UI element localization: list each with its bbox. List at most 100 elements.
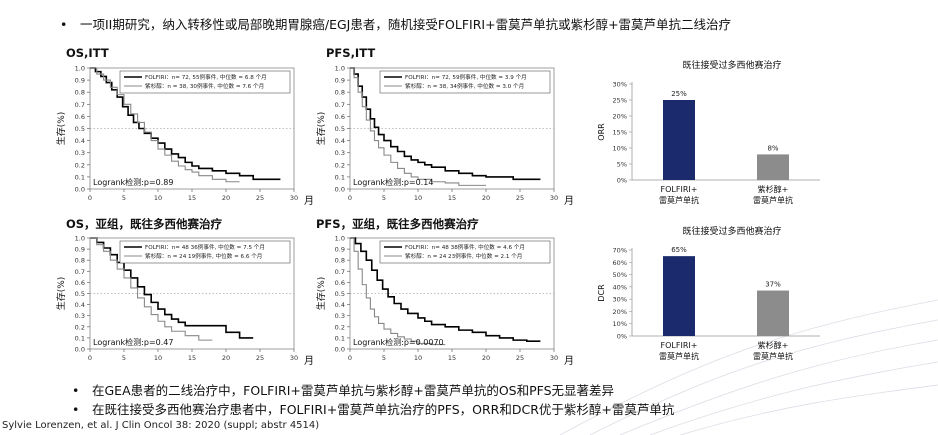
y-tick-label: 0.6 xyxy=(75,279,85,287)
y-tick-label: 0.3 xyxy=(75,149,85,157)
y-tick-label: 0.4 xyxy=(335,137,345,145)
x-tick-label: 10 xyxy=(414,354,422,362)
x-tick-label: 0 xyxy=(88,354,92,362)
km-series-line xyxy=(90,237,213,341)
km-series-line xyxy=(90,67,240,183)
x-axis-label: 月 xyxy=(304,195,314,207)
bar xyxy=(663,256,695,336)
y-tick-label: 0.3 xyxy=(335,312,345,320)
y-tick-label: 0.0 xyxy=(75,346,85,354)
chart-title-os-itt: OS,ITT xyxy=(66,46,109,60)
km-chart-pfs-subgroup: 0.0 0.1 0.2 0.3 0.4 0.5 0.6 0.7 0.8 0.9 1.0 0 5 10 15 2… xyxy=(315,235,574,368)
x-tick-label: 25 xyxy=(256,354,264,362)
x-tick-label: 25 xyxy=(256,194,264,202)
bar xyxy=(757,290,789,336)
y-tick-label: 0.1 xyxy=(75,173,85,181)
legend-entry: FOLFIRI：n= 48 36例事件, 中位数 = 7.5 个月 xyxy=(145,243,265,251)
bullet-2: • 在GEA患者的二线治疗中，FOLFIRI+雷莫芦单抗与紫杉醇+雷莫芦单抗的OS… xyxy=(72,380,614,399)
bar-chart-title: 既往接受过多西他赛治疗 xyxy=(682,59,781,71)
y-tick-label: 0.4 xyxy=(75,137,85,145)
x-tick-label: 10 xyxy=(154,194,162,202)
y-tick-label: 0.7 xyxy=(75,101,85,109)
km-chart-pfs-itt: 0.0 0.1 0.2 0.3 0.4 0.5 0.6 0.7 0.8 0.9 1.0 0 5 10 15 2… xyxy=(315,65,574,208)
x-tick-label: 25 xyxy=(516,194,524,202)
x-tick-label: 10 xyxy=(414,194,422,202)
logrank-annotation: Logrank检测:p=0.0070 xyxy=(353,337,444,347)
y-tick-label: 5% xyxy=(617,161,627,169)
y-tick-label: 0.0 xyxy=(335,346,345,354)
bar-chart-title: 既往接受过多西他赛治疗 xyxy=(682,225,781,237)
y-tick-label: 0.7 xyxy=(75,268,85,276)
y-tick-label: 0% xyxy=(617,177,627,185)
km-series-line xyxy=(350,67,541,181)
x-tick-label: 5 xyxy=(382,194,386,202)
legend-entry: 紫杉醇：n = 38, 34例事件, 中位数 = 3.0 个月 xyxy=(405,82,524,90)
y-tick-label: 0.9 xyxy=(75,246,85,254)
x-axis-label: 月 xyxy=(564,195,574,207)
legend-box xyxy=(379,70,551,94)
y-tick-label: 0.7 xyxy=(335,268,345,276)
x-tick-label: 30 xyxy=(550,194,558,202)
bullet-text: 在GEA患者的二线治疗中，FOLFIRI+雷莫芦单抗与紫杉醇+雷莫芦单抗的OS和… xyxy=(92,383,615,398)
bullet-text: 一项II期研究，纳入转移性或局部晚期胃腺癌/EGJ患者，随机接受FOLFIRI+… xyxy=(80,17,732,32)
x-tick-label: 15 xyxy=(188,194,196,202)
y-tick-label: 0.8 xyxy=(75,257,85,265)
citation: Sylvie Lorenzen, et al. J Clin Oncol 38:… xyxy=(2,420,320,431)
y-tick-label: 1.0 xyxy=(75,235,85,243)
legend-box xyxy=(119,240,291,264)
legend-entry: 紫杉醇：n = 24 23例事件, 中位数 = 2.1 个月 xyxy=(405,252,522,260)
y-tick-label: 0.6 xyxy=(335,113,345,121)
x-tick-label: 20 xyxy=(222,354,230,362)
legend-entry: 紫杉醇：n = 24 19例事件, 中位数 = 6.6 个月 xyxy=(145,252,262,260)
x-tick-label: 30 xyxy=(550,354,558,362)
y-tick-label: 0.2 xyxy=(335,323,345,331)
y-tick-label: 1.0 xyxy=(75,65,85,73)
y-tick-label: 0.9 xyxy=(335,77,345,85)
bar-chart-dcr: 既往接受过多西他赛治疗 0% 10% 20% 30% 40% 50% 60% 70% DCR 65%… xyxy=(597,225,820,361)
y-tick-label: 0.1 xyxy=(75,334,85,342)
x-category-label: 紫杉醇+ xyxy=(758,184,789,194)
y-axis-label: 生存(%) xyxy=(55,112,67,146)
x-category-label: 雷莫芦单抗 xyxy=(659,351,699,361)
y-tick-label: 30% xyxy=(613,296,627,304)
bullet-1: • 一项II期研究，纳入转移性或局部晚期胃腺癌/EGJ患者，随机接受FOLFIRI… xyxy=(60,14,731,33)
y-tick-label: 60% xyxy=(613,259,627,267)
y-tick-label: 0.8 xyxy=(335,257,345,265)
bar-data-label: 8% xyxy=(767,144,778,152)
x-tick-label: 0 xyxy=(88,194,92,202)
bar-data-label: 37% xyxy=(765,281,781,289)
y-axis-label: 生存(%) xyxy=(315,277,327,311)
y-tick-label: 0.2 xyxy=(335,161,345,169)
x-tick-label: 15 xyxy=(448,354,456,362)
y-tick-label: 0.2 xyxy=(75,323,85,331)
x-tick-label: 15 xyxy=(448,194,456,202)
x-category-label: FOLFIRI+ xyxy=(661,185,698,194)
x-axis-label: 月 xyxy=(304,355,314,367)
y-tick-label: 50% xyxy=(613,271,627,279)
x-tick-label: 30 xyxy=(290,194,298,202)
x-tick-label: 20 xyxy=(222,194,230,202)
legend-box xyxy=(119,70,291,94)
x-category-label: FOLFIRI+ xyxy=(661,341,698,350)
y-axis-label: ORR xyxy=(597,123,606,141)
x-tick-label: 30 xyxy=(290,354,298,362)
logrank-annotation: Logrank检测:p=0.47 xyxy=(93,337,173,347)
km-chart-os-subgroup: 0.0 0.1 0.2 0.3 0.4 0.5 0.6 0.7 0.8 0.9 1.0 0 5 10 15 2… xyxy=(55,235,314,368)
x-tick-label: 5 xyxy=(382,354,386,362)
x-category-label: 雷莫芦单抗 xyxy=(659,195,699,205)
y-tick-label: 0.1 xyxy=(335,334,345,342)
bullet-dot-icon: • xyxy=(72,383,80,398)
x-tick-label: 25 xyxy=(516,354,524,362)
x-tick-label: 10 xyxy=(154,354,162,362)
y-axis-label: DCR xyxy=(597,284,606,302)
y-tick-label: 30% xyxy=(613,81,627,89)
y-tick-label: 1.0 xyxy=(335,65,345,73)
y-tick-label: 0.4 xyxy=(75,301,85,309)
legend: FOLFIRI：n= 72, 55例事件, 中位数 = 6.8 个月紫杉醇：n … xyxy=(119,70,291,94)
y-tick-label: 0.5 xyxy=(335,290,345,298)
y-tick-label: 0.5 xyxy=(335,125,345,133)
x-tick-label: 0 xyxy=(348,194,352,202)
x-axis-label: 月 xyxy=(564,355,574,367)
